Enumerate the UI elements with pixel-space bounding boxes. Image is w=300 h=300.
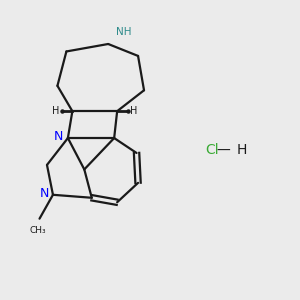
Text: N: N	[40, 187, 49, 200]
Text: N: N	[54, 130, 63, 143]
Text: CH₃: CH₃	[30, 226, 46, 235]
Text: H: H	[52, 106, 59, 116]
Text: NH: NH	[116, 26, 131, 37]
Text: Cl: Cl	[205, 143, 219, 157]
Text: H: H	[130, 106, 138, 116]
Text: —: —	[216, 144, 230, 158]
Text: H: H	[237, 143, 247, 157]
